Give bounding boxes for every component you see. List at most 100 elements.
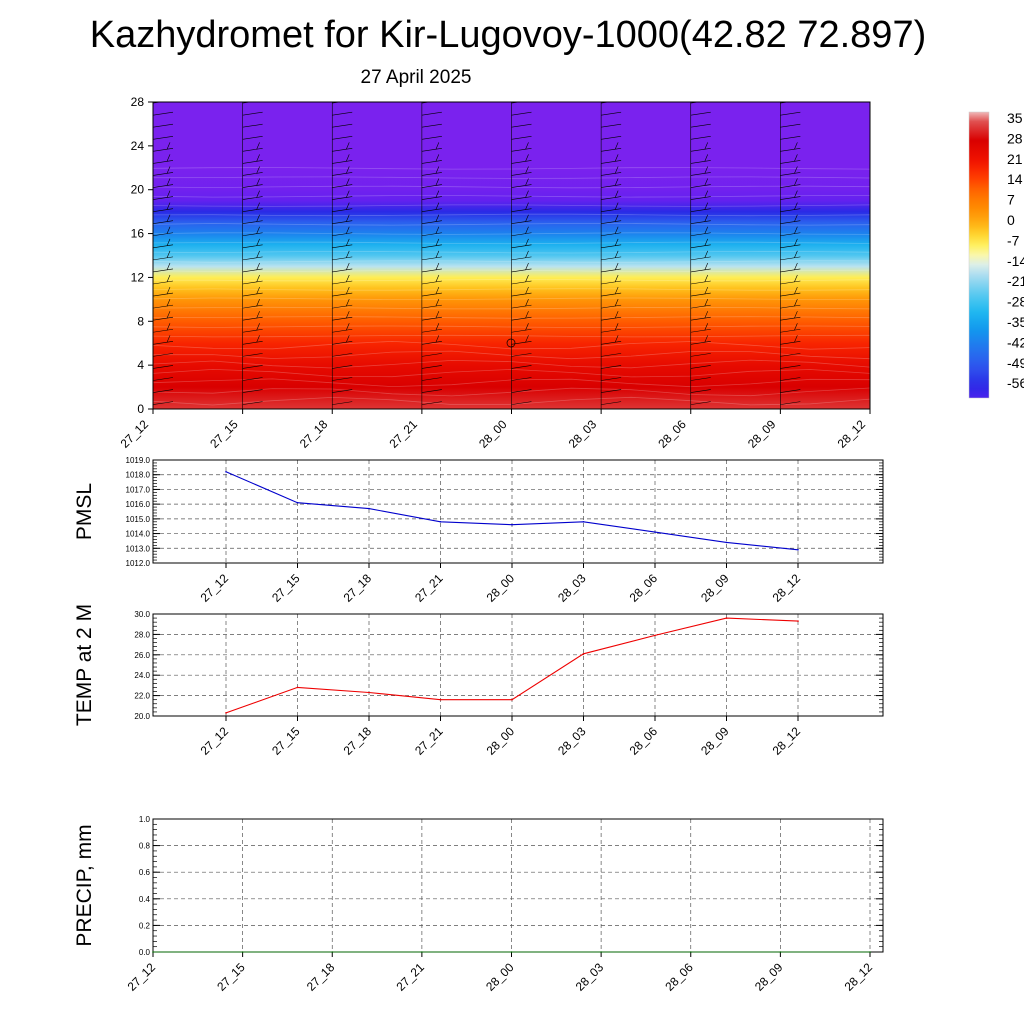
wind-barb-column: [421, 102, 442, 409]
panel-frame: [152, 613, 884, 717]
x-tick-label: 27_12: [198, 571, 232, 605]
x-tick-label: 28_09: [745, 417, 779, 451]
colorbar-label: 7: [1007, 192, 1015, 208]
x-tick-label: 27_15: [214, 960, 248, 994]
data-point: [368, 507, 370, 510]
y-tick-label: 1013.0: [126, 544, 151, 553]
colorbar-label: 0: [1007, 212, 1015, 228]
x-tick-label: 27_21: [386, 417, 420, 451]
x-tick-label: 28_00: [484, 571, 518, 605]
x-tick-label: 27_18: [297, 417, 331, 451]
x-tick-label: 27_12: [125, 960, 159, 994]
x-tick-label: 28_12: [842, 960, 876, 994]
data-point: [510, 951, 513, 953]
y-tick-label: 28: [131, 95, 145, 109]
y-tick-label: 16: [131, 227, 145, 241]
y-tick-label: 0.0: [139, 948, 151, 957]
colorbar-label: -49: [1007, 355, 1024, 371]
data-point: [654, 634, 656, 637]
data-point: [725, 541, 728, 544]
x-tick-label: 28_06: [662, 960, 696, 994]
data-point: [725, 617, 728, 619]
x-tick-label: 27_15: [207, 417, 241, 451]
y-tick-label: 1015.0: [126, 515, 151, 524]
x-tick-label: 28_09: [698, 724, 732, 758]
x-tick-label: 28_03: [573, 960, 607, 994]
y-tick-label: 0.2: [139, 921, 151, 930]
y-tick-label: 1018.0: [126, 471, 151, 480]
wind-barb-column: [780, 102, 801, 409]
data-point: [368, 691, 370, 694]
colorbar-label: -7: [1007, 232, 1020, 248]
x-tick-label: 28_12: [770, 724, 804, 758]
colorbar-label: -21: [1007, 273, 1024, 289]
wind-barb-column: [600, 102, 622, 409]
x-tick-label: 27_15: [269, 571, 303, 605]
precip-panel: 0.0 0.2 0.4 0.6 0.8 1.0 27_12 27_15 27_18 27_21 28…: [73, 815, 884, 994]
data-point: [225, 471, 227, 473]
panel-frame: [152, 818, 884, 953]
x-tick-label: 27_21: [412, 724, 446, 758]
data-point: [654, 531, 656, 533]
data-point: [600, 951, 602, 953]
calm-wind-marker: [506, 338, 516, 348]
data-point: [582, 521, 585, 523]
cross-section-panel: 0 4 8 12 16 20 24 28 27_12 27_15 27_18 27_21 28_00 28…: [118, 95, 871, 451]
y-axis-label: PMSL: [73, 483, 96, 540]
wind-barb-column: [153, 102, 174, 409]
data-point: [296, 686, 299, 689]
y-tick-label: 22.0: [134, 692, 150, 701]
y-tick-label: 28.0: [134, 630, 150, 639]
colorbar-ramp: [968, 111, 990, 399]
y-tick-label: 24: [131, 139, 145, 153]
y-axis-label: TEMP at 2 M: [73, 604, 96, 726]
data-point: [511, 698, 513, 701]
y-tick-label: 8: [137, 314, 144, 328]
data-point: [296, 501, 299, 504]
x-tick-label: 28_03: [566, 417, 600, 451]
data-point: [421, 951, 423, 953]
colorbar-label: 21: [1007, 151, 1023, 167]
wind-barb-column: [690, 102, 711, 409]
colorbar-label: 28: [1007, 130, 1023, 146]
x-tick-label: 27_15: [269, 724, 303, 758]
panel-frame: [152, 459, 884, 564]
x-tick-label: 28_06: [655, 417, 689, 451]
x-tick-label: 27_18: [341, 724, 375, 758]
y-tick-label: 12: [131, 270, 145, 284]
data-point: [152, 951, 154, 953]
x-tick-label: 27_21: [393, 960, 427, 994]
x-tick-label: 28_09: [698, 571, 732, 605]
data-point: [869, 951, 871, 953]
data-point: [690, 951, 692, 953]
data-point: [797, 549, 799, 551]
data-point: [582, 653, 585, 655]
y-tick-label: 24.0: [134, 671, 150, 680]
x-tick-label: 28_00: [476, 417, 510, 451]
x-tick-label: 27_21: [412, 571, 446, 605]
colorbar: 35 28 21 14 7 0 -7 -14 -21 -28 -35 -42 -49 -56: [968, 110, 1024, 399]
y-tick-label: 26.0: [134, 651, 150, 660]
data-point: [779, 951, 782, 953]
x-tick-label: 28_03: [555, 724, 589, 758]
y-axis-label: PRECIP, mm: [73, 824, 96, 946]
chart-subtitle: 27 April 2025: [361, 67, 472, 88]
x-tick-label: 27_12: [118, 417, 152, 451]
pmsl-panel: 1012.0 1013.0 1014.0 1015.0 1016.0 1017.0 1018…: [73, 456, 884, 605]
data-point: [241, 951, 244, 953]
colorbar-label: -35: [1007, 314, 1024, 330]
chart-title: Kazhydromet for Kir-Lugovoy-1000(42.82 7…: [90, 14, 926, 56]
x-tick-label: 28_12: [770, 571, 804, 605]
y-tick-label: 4: [137, 358, 144, 372]
x-tick-label: 28_09: [752, 960, 786, 994]
wind-barb-column: [331, 102, 353, 409]
colorbar-label: -56: [1007, 375, 1024, 391]
colorbar-label: -42: [1007, 334, 1024, 350]
data-point: [331, 951, 334, 953]
y-tick-label: 1014.0: [126, 530, 151, 539]
wind-barb-column: [869, 102, 870, 409]
data-point: [225, 712, 227, 714]
y-tick-label: 1.0: [139, 815, 151, 824]
y-tick-label: 20: [131, 183, 145, 197]
y-tick-label: 20.0: [134, 712, 150, 721]
